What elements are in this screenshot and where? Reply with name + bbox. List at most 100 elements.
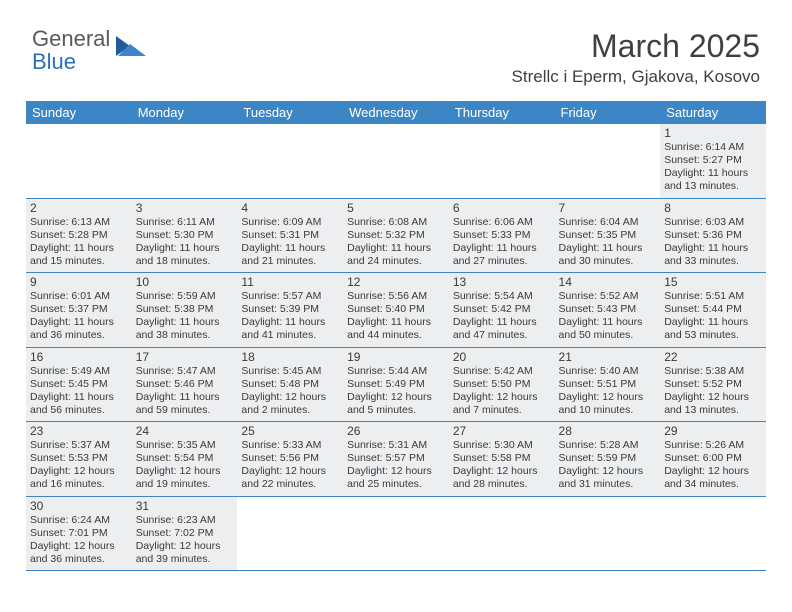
day-number: 3	[136, 201, 234, 215]
calendar-day-cell	[660, 496, 766, 571]
day-info: Sunrise: 5:42 AMSunset: 5:50 PMDaylight:…	[453, 365, 551, 418]
day-info: Sunrise: 6:09 AMSunset: 5:31 PMDaylight:…	[241, 216, 339, 269]
day-number: 29	[664, 424, 762, 438]
day-number: 2	[30, 201, 128, 215]
calendar-week-row: 23Sunrise: 5:37 AMSunset: 5:53 PMDayligh…	[26, 422, 766, 497]
calendar-day-cell: 15Sunrise: 5:51 AMSunset: 5:44 PMDayligh…	[660, 273, 766, 348]
calendar-week-row: 1Sunrise: 6:14 AMSunset: 5:27 PMDaylight…	[26, 124, 766, 198]
day-number: 5	[347, 201, 445, 215]
day-info: Sunrise: 5:54 AMSunset: 5:42 PMDaylight:…	[453, 290, 551, 343]
day-number: 28	[559, 424, 657, 438]
calendar-day-cell: 9Sunrise: 6:01 AMSunset: 5:37 PMDaylight…	[26, 273, 132, 348]
day-info: Sunrise: 6:03 AMSunset: 5:36 PMDaylight:…	[664, 216, 762, 269]
day-info: Sunrise: 5:37 AMSunset: 5:53 PMDaylight:…	[30, 439, 128, 492]
calendar-day-cell: 12Sunrise: 5:56 AMSunset: 5:40 PMDayligh…	[343, 273, 449, 348]
calendar-day-cell: 7Sunrise: 6:04 AMSunset: 5:35 PMDaylight…	[555, 198, 661, 273]
day-info: Sunrise: 5:33 AMSunset: 5:56 PMDaylight:…	[241, 439, 339, 492]
day-number: 21	[559, 350, 657, 364]
calendar-day-cell: 31Sunrise: 6:23 AMSunset: 7:02 PMDayligh…	[132, 496, 238, 571]
day-info: Sunrise: 5:31 AMSunset: 5:57 PMDaylight:…	[347, 439, 445, 492]
calendar-day-cell: 6Sunrise: 6:06 AMSunset: 5:33 PMDaylight…	[449, 198, 555, 273]
day-number: 20	[453, 350, 551, 364]
calendar-day-cell: 25Sunrise: 5:33 AMSunset: 5:56 PMDayligh…	[237, 422, 343, 497]
day-info: Sunrise: 5:28 AMSunset: 5:59 PMDaylight:…	[559, 439, 657, 492]
calendar-day-cell	[449, 124, 555, 198]
day-number: 22	[664, 350, 762, 364]
day-info: Sunrise: 6:14 AMSunset: 5:27 PMDaylight:…	[664, 141, 762, 194]
calendar-day-cell	[343, 124, 449, 198]
day-number: 7	[559, 201, 657, 215]
day-info: Sunrise: 6:11 AMSunset: 5:30 PMDaylight:…	[136, 216, 234, 269]
calendar-day-cell	[343, 496, 449, 571]
calendar-day-cell: 28Sunrise: 5:28 AMSunset: 5:59 PMDayligh…	[555, 422, 661, 497]
day-info: Sunrise: 5:59 AMSunset: 5:38 PMDaylight:…	[136, 290, 234, 343]
calendar-day-cell: 1Sunrise: 6:14 AMSunset: 5:27 PMDaylight…	[660, 124, 766, 198]
logo-flag-icon	[116, 34, 146, 63]
day-number: 10	[136, 275, 234, 289]
day-number: 23	[30, 424, 128, 438]
calendar-week-row: 30Sunrise: 6:24 AMSunset: 7:01 PMDayligh…	[26, 496, 766, 571]
calendar-day-cell	[555, 496, 661, 571]
calendar-day-cell: 29Sunrise: 5:26 AMSunset: 6:00 PMDayligh…	[660, 422, 766, 497]
calendar-day-cell	[237, 124, 343, 198]
day-number: 15	[664, 275, 762, 289]
day-info: Sunrise: 6:08 AMSunset: 5:32 PMDaylight:…	[347, 216, 445, 269]
day-info: Sunrise: 5:51 AMSunset: 5:44 PMDaylight:…	[664, 290, 762, 343]
day-number: 16	[30, 350, 128, 364]
day-number: 8	[664, 201, 762, 215]
calendar-table: Sunday Monday Tuesday Wednesday Thursday…	[26, 101, 766, 571]
title-block: March 2025 Strellc i Eperm, Gjakova, Kos…	[512, 28, 760, 87]
day-info: Sunrise: 5:35 AMSunset: 5:54 PMDaylight:…	[136, 439, 234, 492]
calendar-day-cell: 27Sunrise: 5:30 AMSunset: 5:58 PMDayligh…	[449, 422, 555, 497]
calendar-week-row: 9Sunrise: 6:01 AMSunset: 5:37 PMDaylight…	[26, 273, 766, 348]
day-number: 11	[241, 275, 339, 289]
day-info: Sunrise: 5:57 AMSunset: 5:39 PMDaylight:…	[241, 290, 339, 343]
day-number: 18	[241, 350, 339, 364]
calendar-day-cell	[555, 124, 661, 198]
calendar-day-cell: 26Sunrise: 5:31 AMSunset: 5:57 PMDayligh…	[343, 422, 449, 497]
month-title: March 2025	[512, 28, 760, 65]
day-number: 13	[453, 275, 551, 289]
day-number: 4	[241, 201, 339, 215]
day-number: 12	[347, 275, 445, 289]
calendar-day-cell: 13Sunrise: 5:54 AMSunset: 5:42 PMDayligh…	[449, 273, 555, 348]
day-number: 27	[453, 424, 551, 438]
day-info: Sunrise: 5:47 AMSunset: 5:46 PMDaylight:…	[136, 365, 234, 418]
day-number: 1	[664, 126, 762, 140]
calendar-day-cell: 4Sunrise: 6:09 AMSunset: 5:31 PMDaylight…	[237, 198, 343, 273]
calendar-day-cell: 3Sunrise: 6:11 AMSunset: 5:30 PMDaylight…	[132, 198, 238, 273]
weekday-header: Friday	[555, 101, 661, 124]
day-number: 25	[241, 424, 339, 438]
calendar-week-row: 16Sunrise: 5:49 AMSunset: 5:45 PMDayligh…	[26, 347, 766, 422]
calendar-day-cell: 18Sunrise: 5:45 AMSunset: 5:48 PMDayligh…	[237, 347, 343, 422]
calendar-day-cell: 5Sunrise: 6:08 AMSunset: 5:32 PMDaylight…	[343, 198, 449, 273]
day-number: 17	[136, 350, 234, 364]
calendar-day-cell: 21Sunrise: 5:40 AMSunset: 5:51 PMDayligh…	[555, 347, 661, 422]
calendar-day-cell: 20Sunrise: 5:42 AMSunset: 5:50 PMDayligh…	[449, 347, 555, 422]
location: Strellc i Eperm, Gjakova, Kosovo	[512, 67, 760, 87]
calendar-day-cell	[449, 496, 555, 571]
day-number: 9	[30, 275, 128, 289]
day-info: Sunrise: 5:40 AMSunset: 5:51 PMDaylight:…	[559, 365, 657, 418]
logo-text-1: General	[32, 26, 110, 51]
day-info: Sunrise: 6:06 AMSunset: 5:33 PMDaylight:…	[453, 216, 551, 269]
calendar-day-cell: 10Sunrise: 5:59 AMSunset: 5:38 PMDayligh…	[132, 273, 238, 348]
day-info: Sunrise: 6:24 AMSunset: 7:01 PMDaylight:…	[30, 514, 128, 567]
logo: General Blue	[32, 28, 146, 74]
calendar-day-cell: 2Sunrise: 6:13 AMSunset: 5:28 PMDaylight…	[26, 198, 132, 273]
day-number: 26	[347, 424, 445, 438]
calendar-day-cell: 11Sunrise: 5:57 AMSunset: 5:39 PMDayligh…	[237, 273, 343, 348]
calendar-day-cell: 16Sunrise: 5:49 AMSunset: 5:45 PMDayligh…	[26, 347, 132, 422]
calendar-day-cell: 24Sunrise: 5:35 AMSunset: 5:54 PMDayligh…	[132, 422, 238, 497]
calendar-week-row: 2Sunrise: 6:13 AMSunset: 5:28 PMDaylight…	[26, 198, 766, 273]
weekday-header: Saturday	[660, 101, 766, 124]
day-info: Sunrise: 6:13 AMSunset: 5:28 PMDaylight:…	[30, 216, 128, 269]
day-info: Sunrise: 5:45 AMSunset: 5:48 PMDaylight:…	[241, 365, 339, 418]
day-info: Sunrise: 5:26 AMSunset: 6:00 PMDaylight:…	[664, 439, 762, 492]
weekday-header: Tuesday	[237, 101, 343, 124]
day-info: Sunrise: 5:49 AMSunset: 5:45 PMDaylight:…	[30, 365, 128, 418]
day-info: Sunrise: 5:38 AMSunset: 5:52 PMDaylight:…	[664, 365, 762, 418]
calendar-day-cell	[237, 496, 343, 571]
day-info: Sunrise: 6:04 AMSunset: 5:35 PMDaylight:…	[559, 216, 657, 269]
day-info: Sunrise: 6:01 AMSunset: 5:37 PMDaylight:…	[30, 290, 128, 343]
